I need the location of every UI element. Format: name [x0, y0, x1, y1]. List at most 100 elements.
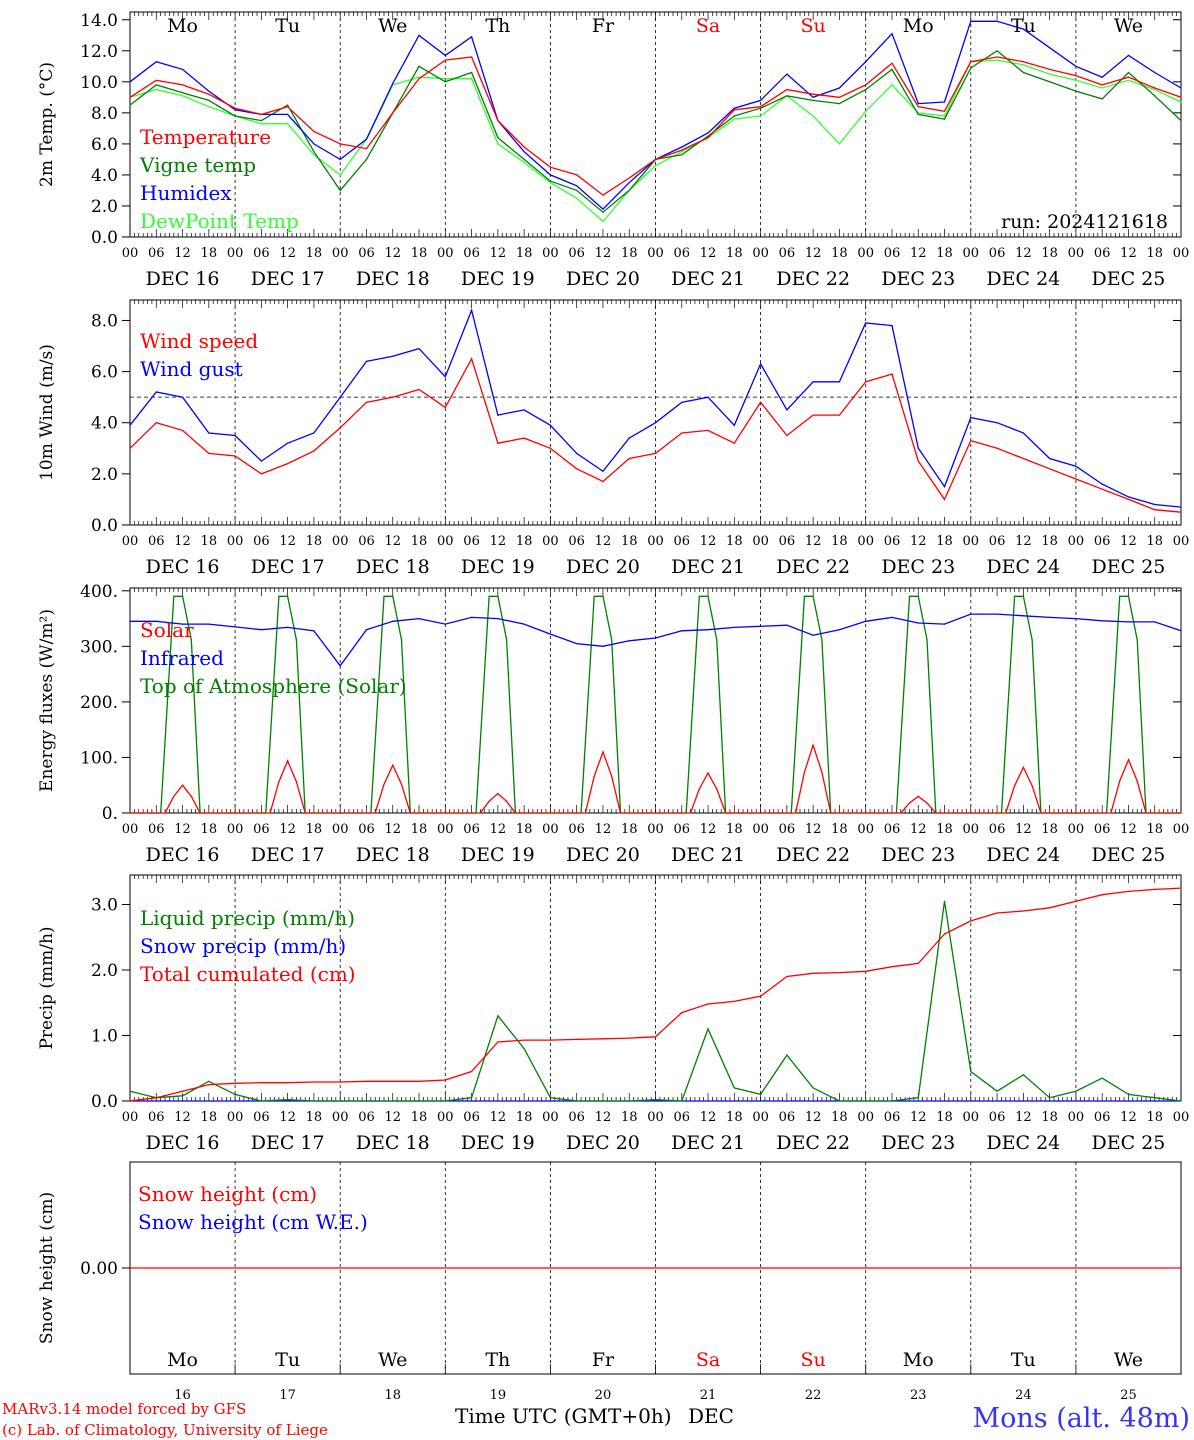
series-infrared-point	[1180, 630, 1182, 632]
hour-tick-label: 12	[595, 246, 612, 261]
series-solar	[130, 743, 1181, 814]
series-snow-precip-point	[471, 1100, 473, 1102]
date-label: DEC 23	[881, 844, 955, 866]
series-wind-gust-point	[155, 391, 157, 393]
series-temperature-point	[1075, 75, 1077, 77]
series-humidex-point	[471, 36, 473, 38]
series-wind-speed-point	[970, 440, 972, 442]
series-solar-point	[689, 812, 692, 814]
series-dewpoint-temp-point	[1154, 89, 1156, 91]
series-infrared-point	[576, 643, 578, 645]
hour-tick-label: 12	[805, 822, 822, 837]
series-temperature-point	[602, 194, 604, 196]
panel-1: 0.0 2.0 4.0 6.0 8.0 10.0 12.0 14.0 2m Temp. (°C)…	[37, 11, 1182, 248]
series-toa-solar-point	[1022, 595, 1024, 597]
day-name: Th	[485, 1349, 510, 1371]
series-solar-point	[190, 795, 192, 797]
date-label: DEC 24	[986, 556, 1060, 578]
hour-tick-label: 00	[963, 822, 980, 837]
series-toa-solar-point	[1031, 639, 1033, 641]
series-solar-point	[304, 812, 306, 814]
series-infrared-point	[891, 616, 893, 619]
series-snow-precip-point	[1101, 1100, 1103, 1102]
hour-tick-label: 00	[1173, 1110, 1190, 1125]
series-total-cumulated-point	[812, 972, 814, 974]
series-dewpoint-temp-point	[471, 78, 473, 80]
series-temperature-point	[471, 56, 473, 58]
hour-tick-label: 06	[989, 534, 1006, 549]
series-solar-point	[795, 812, 797, 814]
hour-tick-label: 00	[647, 1110, 664, 1125]
series-humidex-point	[865, 61, 867, 63]
series-temperature-point	[733, 109, 735, 111]
series-liquid-precip-point	[1127, 1093, 1130, 1095]
y-tick-label: 0.0	[91, 228, 118, 248]
series-snow-precip-point	[155, 1100, 157, 1102]
date-label: DEC 22	[776, 844, 850, 866]
series-humidex-point	[996, 20, 998, 22]
series-liquid-precip-point	[917, 1097, 919, 1099]
hour-tick-label: 06	[358, 534, 375, 549]
series-dewpoint-temp-point	[260, 123, 262, 125]
hour-tick-label: 18	[1146, 822, 1163, 837]
series-infrared-point	[654, 637, 657, 639]
series-wind-speed-point	[497, 442, 499, 444]
hour-tick-label: 18	[306, 822, 323, 837]
hour-tick-label: 00	[227, 534, 244, 549]
series-dewpoint-temp-point	[549, 182, 552, 184]
day-name: Sa	[696, 1349, 720, 1371]
series-dewpoint-temp-point	[523, 161, 525, 164]
series-wind-speed-point	[707, 429, 709, 431]
hour-tick-label: 06	[674, 246, 691, 261]
date-label: DEC 22	[776, 268, 850, 290]
series-solar-point	[1145, 812, 1147, 814]
plot-frame	[129, 587, 1182, 814]
series-solar-point	[865, 812, 867, 814]
series-humidex-point	[812, 96, 814, 98]
hour-tick-label: 00	[227, 822, 244, 837]
series-total-cumulated-point	[786, 975, 788, 978]
series-liquid-precip-point	[418, 1100, 420, 1102]
series-dewpoint-temp-point	[943, 115, 946, 117]
series-vigne-temp-point	[365, 158, 368, 160]
series-dewpoint-temp-point	[1127, 79, 1130, 81]
series-total-cumulated-point	[392, 1080, 394, 1082]
series-temperature-point	[628, 177, 630, 179]
series-total-cumulated-point	[549, 1039, 552, 1041]
series-snow-precip-point	[917, 1100, 919, 1102]
series-toa-solar-point	[1119, 595, 1121, 597]
series-toa-solar-point	[707, 595, 709, 597]
date-label: DEC 21	[671, 844, 745, 866]
series-vigne-temp-point	[313, 151, 315, 153]
hour-tick-label: 06	[1094, 1110, 1111, 1125]
series-infrared-point	[339, 665, 341, 667]
series-dewpoint-temp-point	[1075, 79, 1077, 81]
series-solar-point	[593, 775, 595, 777]
series-total-cumulated-point	[313, 1081, 315, 1083]
series-solar-point	[444, 812, 446, 814]
series-infrared-point	[155, 620, 157, 622]
series-infrared-point	[497, 618, 499, 620]
y-tick-label: 100.	[80, 748, 118, 768]
legend-entry: Wind gust	[140, 357, 243, 381]
y-axis-label: 10m Wind (m/s)	[37, 344, 57, 481]
series-liquid-precip-point	[365, 1100, 368, 1102]
day-number: 25	[1120, 1388, 1137, 1403]
series-dewpoint-temp-point	[444, 78, 446, 80]
hour-tick-label: 00	[647, 822, 664, 837]
series-solar-point	[619, 812, 622, 814]
series-wind-speed-point	[917, 460, 919, 462]
series-liquid-precip-point	[602, 1100, 604, 1102]
day-name: Su	[801, 15, 826, 37]
series-total-cumulated-point	[996, 912, 998, 914]
series-solar-point	[908, 802, 911, 804]
series-wind-speed-point	[418, 388, 420, 391]
series-infrared-point	[471, 616, 473, 619]
hour-tick-label: 18	[411, 1110, 428, 1125]
series-humidex-point	[786, 73, 788, 75]
hour-tick-label: 06	[884, 246, 901, 261]
hour-tick-label: 00	[122, 822, 139, 837]
series-wind-speed-point	[812, 414, 814, 416]
legend-entry: Snow precip (mm/h)	[140, 934, 346, 958]
